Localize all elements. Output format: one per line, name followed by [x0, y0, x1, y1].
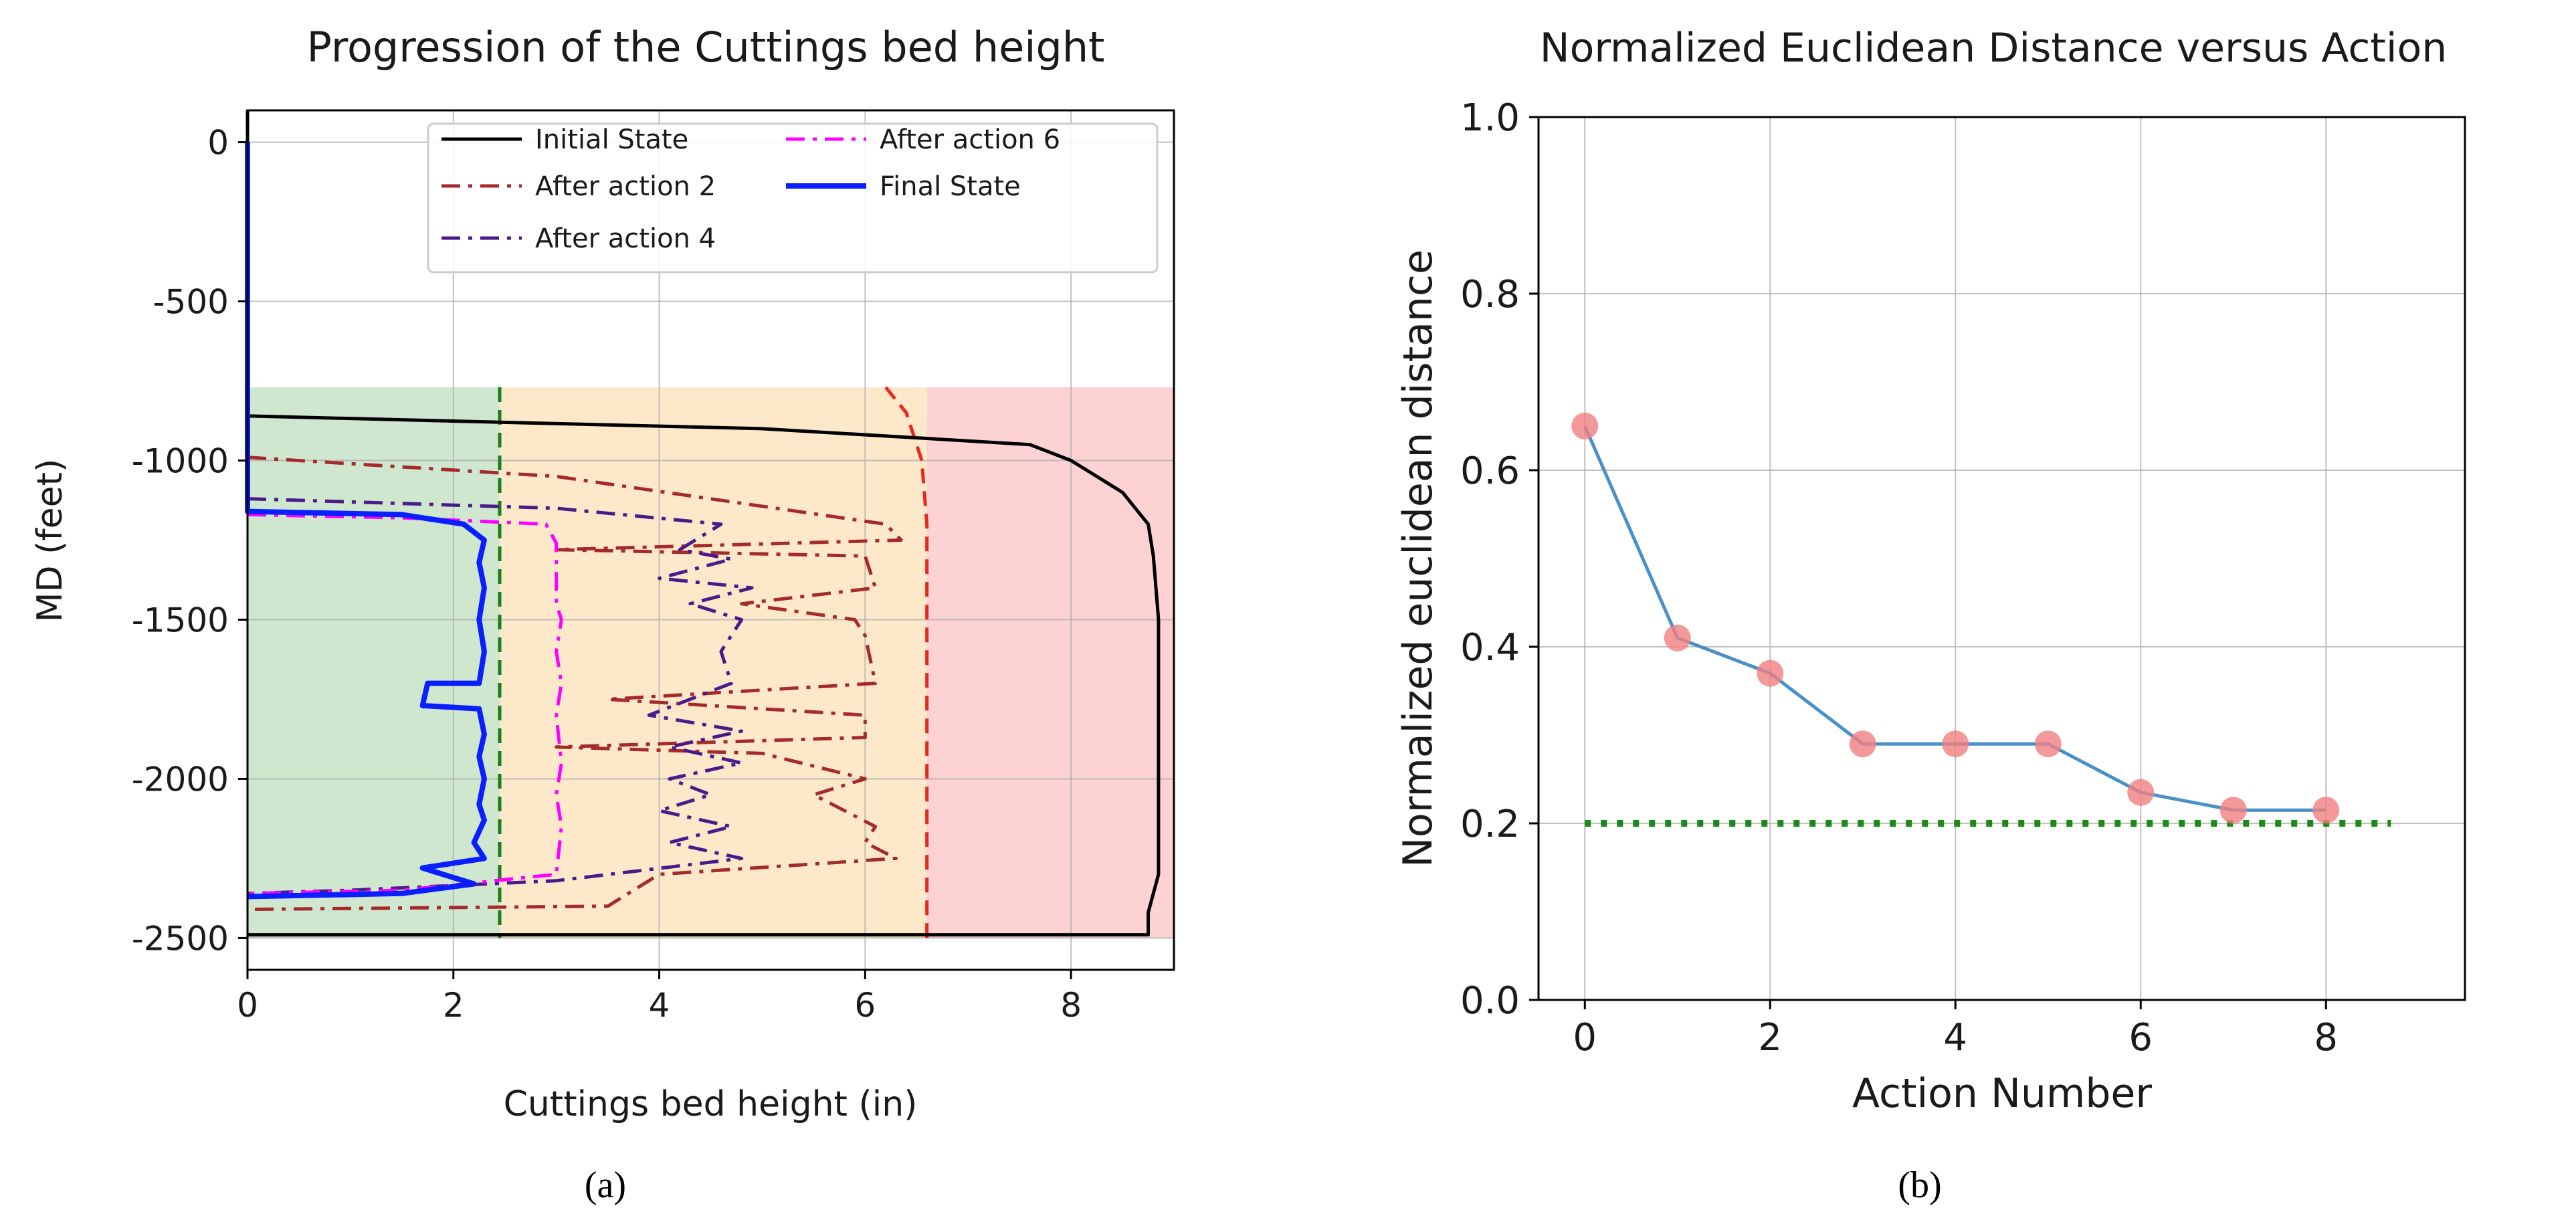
x-tick-label: 0: [237, 986, 258, 1025]
zone-orange: [500, 387, 927, 938]
legend-label: After action 4: [535, 223, 716, 254]
y-tick-label: -2500: [132, 919, 229, 958]
caption-a: (a): [585, 1164, 626, 1206]
x-tick-label: 4: [649, 986, 670, 1025]
series-line-after-action-6: [247, 512, 563, 896]
data-point: [1849, 730, 1876, 758]
series-line-final-state: [245, 142, 487, 900]
data-point: [1571, 413, 1599, 439]
caption-b: (b): [1898, 1164, 1941, 1206]
series-line-initial-state: [245, 110, 1161, 937]
chart-b-title: Normalized Euclidean Distance versus Act…: [1540, 25, 2448, 72]
chart-b: Normalized Euclidean Distance versus Act…: [1395, 25, 2466, 1206]
data-point: [2219, 797, 2247, 824]
chart-a-title: Progression of the Cuttings bed height: [307, 23, 1105, 72]
x-tick-label: 2: [443, 986, 464, 1025]
chart-a-x-axis-label: Cuttings bed height (in): [504, 1084, 918, 1124]
chart-a-legend-box: [427, 122, 1159, 274]
chart-b-y-axis-label: Normalized euclidean distance: [1395, 249, 1442, 868]
data-point: [2312, 797, 2340, 824]
chart-a-series: [245, 110, 1161, 937]
y-tick-label: 0.6: [1460, 449, 1520, 493]
data-point: [2034, 730, 2062, 758]
series-line-after-action-2: [247, 455, 903, 912]
chart-b-x-ticks: 0 2 4 6 8: [1573, 1000, 2338, 1059]
chart-b-y-ticks: 0.0 0.2 0.4 0.6 0.8 1.0: [1460, 96, 1539, 1023]
y-tick-label: 0.0: [1460, 979, 1520, 1023]
x-tick-label: 6: [854, 986, 876, 1025]
red-threshold: [884, 386, 929, 938]
y-tick-label: -500: [153, 283, 229, 322]
x-tick-label: 6: [2128, 1016, 2153, 1059]
y-tick-label: 1.0: [1460, 96, 1520, 140]
legend-label: After action 6: [880, 124, 1060, 155]
chart-a-y-axis-label: MD (feet): [30, 459, 70, 623]
zone-green: [247, 387, 500, 938]
chart-a-plot-frame: [246, 109, 1175, 971]
legend-label: After action 2: [535, 171, 716, 202]
zone-red: [926, 387, 1174, 938]
y-tick-label: 0: [207, 124, 229, 163]
chart-a-y-ticks: 0 -500 -1000 -1500 -2000 -2500: [132, 124, 247, 958]
chart-a-thresholds: [498, 386, 929, 938]
chart-b-plot-frame: [1537, 116, 2466, 1001]
chart-b-x-axis-label: Action Number: [1852, 1070, 2152, 1117]
x-tick-label: 2: [1758, 1016, 1782, 1059]
chart-b-series: [1571, 413, 2340, 824]
legend-label: Initial State: [535, 124, 688, 155]
chart-a-legend: Initial State After action 2 After action …: [427, 122, 1159, 274]
data-point: [1664, 624, 1691, 651]
x-tick-label: 4: [1943, 1016, 1967, 1059]
chart-a: Progression of the Cuttings bed height 0…: [30, 23, 1175, 1206]
chart-a-x-ticks: 0 2 4 6 8: [237, 970, 1082, 1025]
y-tick-label: -2000: [132, 760, 229, 799]
y-tick-label: 0.8: [1460, 273, 1520, 316]
legend-label: Final State: [880, 171, 1021, 202]
y-tick-label: -1500: [132, 601, 229, 639]
y-tick-label: 0.4: [1460, 626, 1520, 670]
data-point: [2127, 779, 2155, 806]
data-point: [1757, 659, 1784, 687]
x-tick-label: 8: [2314, 1016, 2338, 1059]
chart-a-zones: [247, 387, 1174, 938]
y-tick-label: 0.2: [1460, 803, 1520, 846]
y-tick-label: -1000: [132, 442, 229, 481]
x-tick-label: 0: [1573, 1016, 1597, 1059]
x-tick-label: 8: [1060, 986, 1082, 1025]
data-point: [1942, 730, 1969, 758]
